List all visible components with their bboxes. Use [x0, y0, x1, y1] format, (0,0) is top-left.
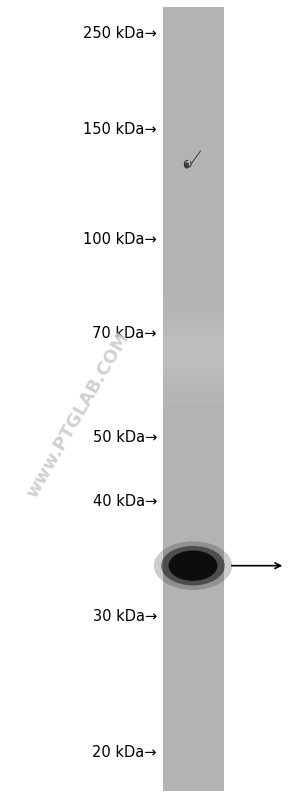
Text: 50 kDa→: 50 kDa→: [92, 430, 157, 444]
Ellipse shape: [154, 542, 232, 590]
Text: 250 kDa→: 250 kDa→: [83, 26, 157, 41]
Text: 150 kDa→: 150 kDa→: [83, 122, 157, 137]
Text: 40 kDa→: 40 kDa→: [92, 495, 157, 509]
Text: 70 kDa→: 70 kDa→: [92, 327, 157, 341]
Text: 20 kDa→: 20 kDa→: [92, 745, 157, 760]
Ellipse shape: [184, 162, 189, 169]
Ellipse shape: [161, 546, 225, 586]
Text: 30 kDa→: 30 kDa→: [93, 610, 157, 624]
Ellipse shape: [168, 551, 217, 581]
Text: 100 kDa→: 100 kDa→: [83, 233, 157, 247]
Text: www.PTGLAB.COM: www.PTGLAB.COM: [23, 329, 132, 502]
